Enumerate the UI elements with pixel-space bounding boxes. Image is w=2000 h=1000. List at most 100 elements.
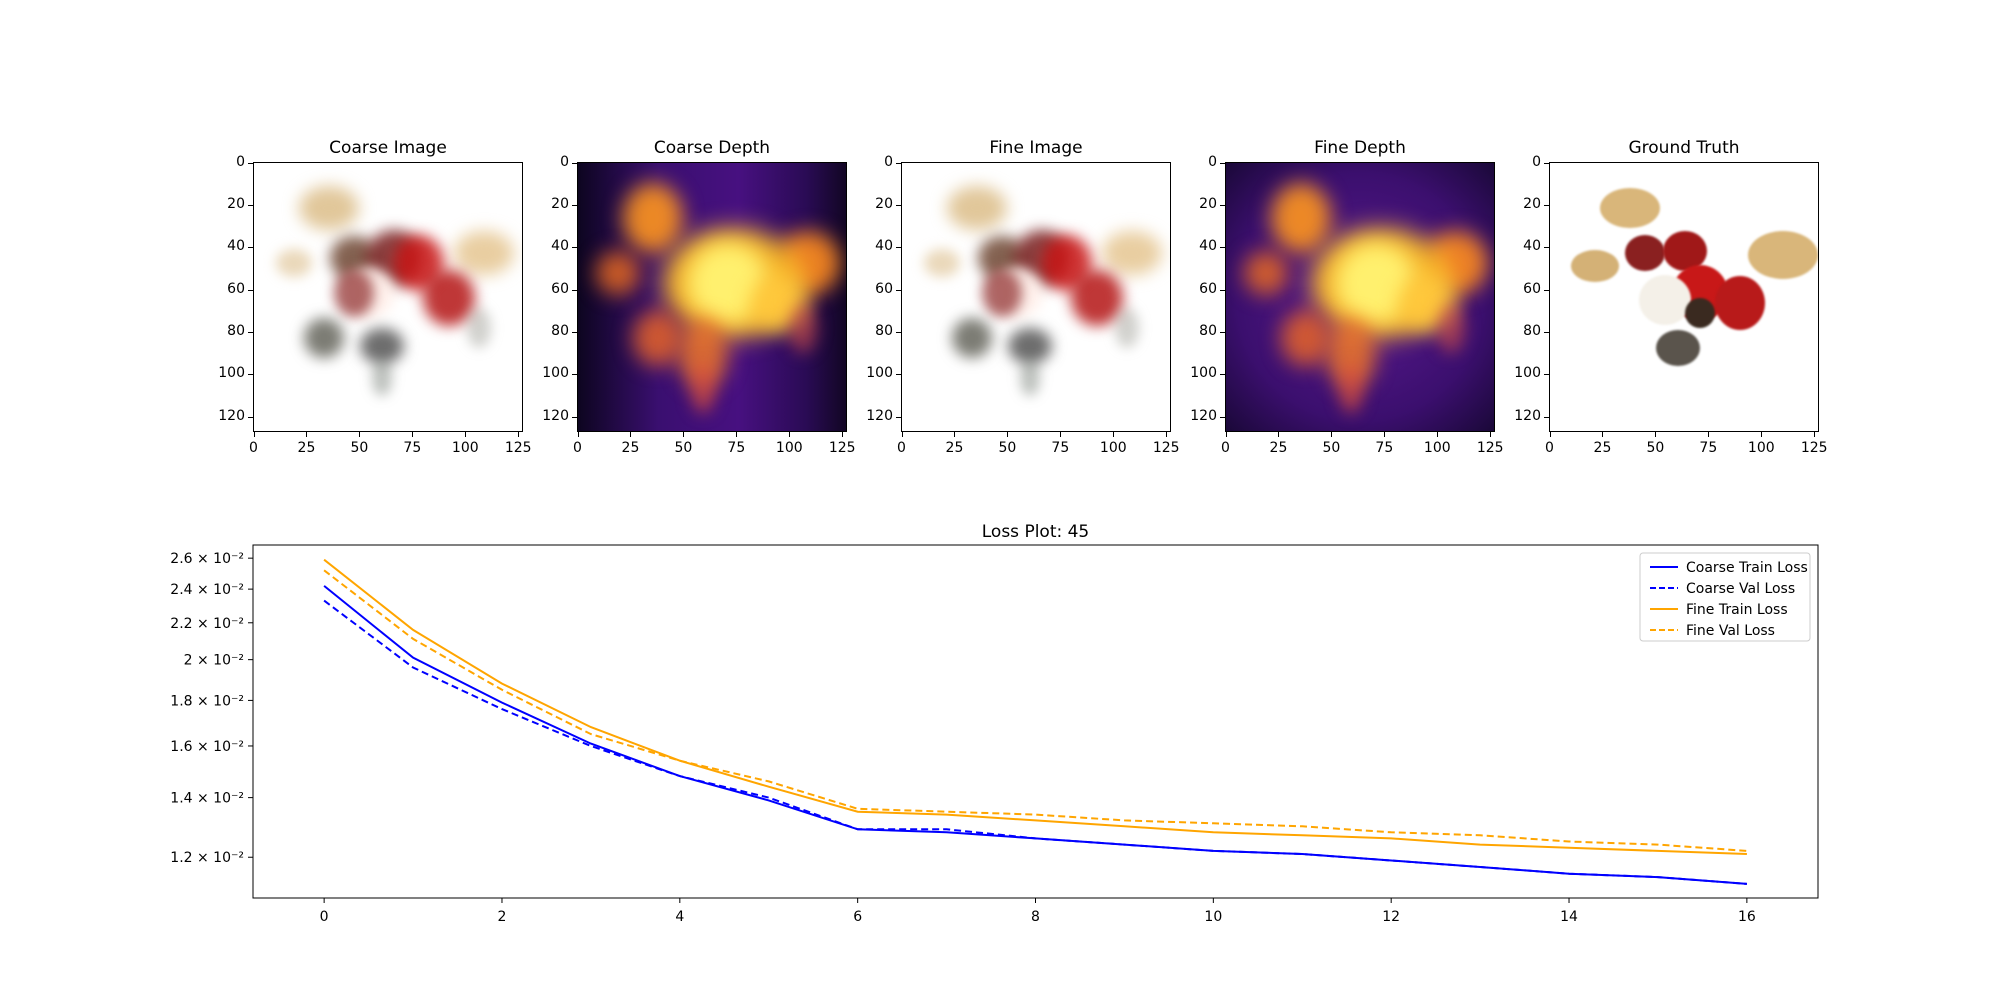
y-tick-mark	[572, 247, 577, 249]
y-tick-label: 0	[560, 153, 569, 170]
x-tick-mark	[1007, 432, 1009, 437]
x-tick-mark	[1113, 432, 1115, 437]
x-tick-mark	[1225, 432, 1227, 437]
legend-label: Fine Train Loss	[1686, 602, 1788, 618]
panel-title-ground-truth: Ground Truth	[1628, 138, 1740, 158]
y-tick-label: 1.2 × 10⁻²	[170, 850, 244, 866]
y-tick-label: 60	[875, 280, 893, 297]
image-blob	[1656, 330, 1700, 366]
image-blob	[1244, 251, 1288, 295]
y-tick-mark	[1220, 331, 1225, 333]
y-tick-label: 120	[1190, 407, 1217, 424]
y-tick-label: 1.6 × 10⁻²	[170, 739, 244, 755]
y-tick-label: 60	[1523, 280, 1541, 297]
y-tick-mark	[1544, 162, 1549, 164]
x-tick-mark	[736, 432, 738, 437]
image-blob	[691, 363, 715, 413]
x-tick-mark	[518, 432, 520, 437]
image-panel-fine-depth	[1225, 162, 1495, 432]
x-tick-label: 12	[1382, 909, 1400, 925]
y-tick-mark	[1220, 247, 1225, 249]
y-tick-mark	[1544, 374, 1549, 376]
x-tick-label: 100	[775, 440, 803, 456]
image-blob	[1102, 231, 1162, 275]
y-tick-mark	[572, 162, 577, 164]
image-blob	[1008, 328, 1052, 364]
y-tick-label: 2.4 × 10⁻²	[170, 582, 244, 598]
image-blob	[423, 270, 475, 326]
x-tick-label: 125	[1152, 440, 1180, 456]
legend-label: Coarse Val Loss	[1686, 581, 1795, 597]
y-tick-mark	[896, 247, 901, 249]
x-tick-mark	[1814, 432, 1816, 437]
y-tick-label: 60	[227, 280, 245, 297]
y-tick-mark	[896, 289, 901, 291]
y-tick-label: 0	[1208, 153, 1217, 170]
x-tick-mark	[901, 432, 903, 437]
y-tick-mark	[248, 374, 253, 376]
plot-frame	[252, 544, 1819, 899]
x-tick-mark	[577, 432, 579, 437]
x-tick-label: 0	[320, 909, 329, 925]
y-tick-mark	[1220, 416, 1225, 418]
image-panel-coarse-depth	[577, 162, 847, 432]
y-tick-label: 120	[218, 407, 245, 424]
x-tick-label: 100	[1423, 440, 1451, 456]
y-tick-label: 40	[551, 238, 569, 255]
x-tick-mark	[1331, 432, 1333, 437]
x-tick-label: 8	[1031, 909, 1040, 925]
x-tick-label: 4	[675, 909, 684, 925]
y-tick-mark	[248, 204, 253, 206]
x-tick-mark	[359, 432, 361, 437]
x-tick-label: 0	[573, 440, 582, 456]
series-line-coarse-val-loss	[323, 599, 1747, 885]
x-tick-label: 25	[1593, 440, 1612, 456]
x-tick-label: 25	[945, 440, 964, 456]
x-tick-label: 125	[1476, 440, 1504, 456]
x-tick-label: 75	[1051, 440, 1070, 456]
y-tick-label: 80	[551, 322, 569, 339]
image-blob	[1571, 250, 1619, 282]
image-blob	[276, 249, 312, 277]
y-tick-mark	[1544, 247, 1549, 249]
y-tick-label: 1.4 × 10⁻²	[170, 791, 244, 807]
y-tick-label: 40	[875, 238, 893, 255]
panel-title-coarse-depth: Coarse Depth	[653, 138, 771, 158]
y-tick-label: 120	[542, 407, 569, 424]
y-tick-label: 100	[542, 365, 569, 382]
image-blob	[1339, 363, 1363, 413]
y-tick-label: 0	[884, 153, 893, 170]
y-tick-mark	[572, 204, 577, 206]
x-tick-label: 100	[1747, 440, 1775, 456]
image-blob	[1020, 360, 1040, 396]
y-tick-label: 60	[1199, 280, 1217, 297]
x-tick-mark	[1708, 432, 1710, 437]
x-tick-label: 0	[1545, 440, 1554, 456]
x-tick-label: 25	[1269, 440, 1288, 456]
image-panel-fine-image	[901, 162, 1171, 432]
x-tick-label: 50	[998, 440, 1017, 456]
image-blob	[924, 249, 960, 277]
image-blob	[1685, 298, 1715, 328]
y-tick-mark	[1220, 289, 1225, 291]
x-tick-mark	[1490, 432, 1492, 437]
y-tick-mark	[1544, 204, 1549, 206]
y-tick-label: 80	[875, 322, 893, 339]
y-tick-label: 60	[551, 280, 569, 297]
x-tick-label: 16	[1738, 909, 1756, 925]
legend-label: Coarse Train Loss	[1686, 560, 1808, 576]
y-tick-label: 80	[1523, 322, 1541, 339]
series-line-fine-train-loss	[323, 558, 1747, 855]
x-tick-label: 100	[1099, 440, 1127, 456]
image-blob	[360, 328, 404, 364]
y-tick-mark	[1544, 416, 1549, 418]
y-tick-label: 2.2 × 10⁻²	[170, 616, 244, 632]
x-tick-mark	[412, 432, 414, 437]
y-tick-mark	[896, 204, 901, 206]
x-tick-mark	[253, 432, 255, 437]
x-tick-mark	[1384, 432, 1386, 437]
image-blob	[1437, 303, 1465, 353]
x-tick-mark	[1060, 432, 1062, 437]
y-tick-label: 20	[1199, 195, 1217, 212]
image-blob	[947, 186, 1007, 230]
